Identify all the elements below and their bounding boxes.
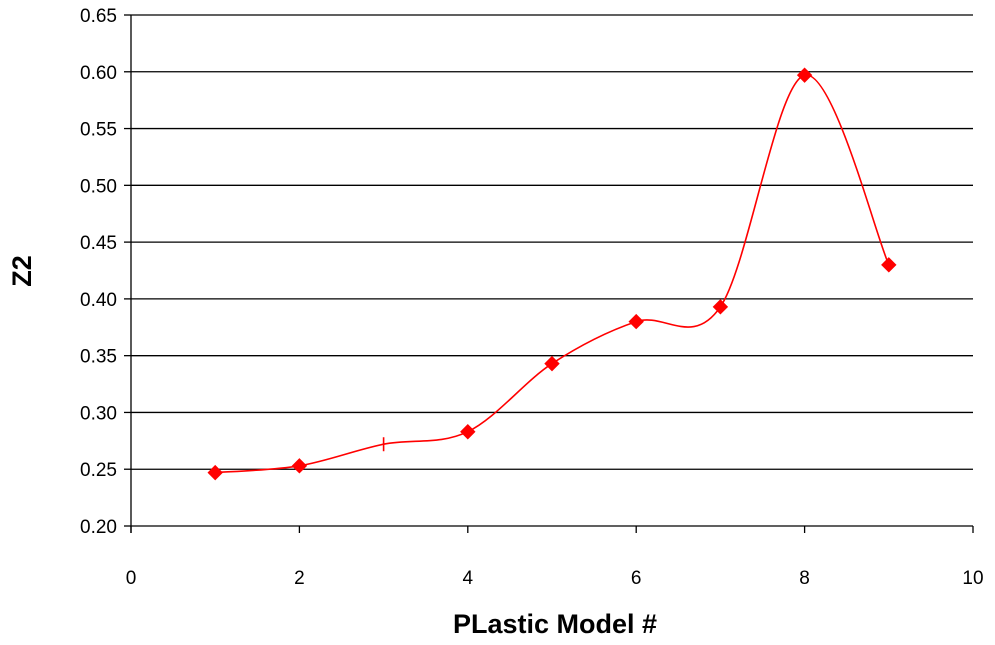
x-tick-label: 6	[631, 568, 642, 589]
y-tick-labels: 0.20 0.25 0.30 0.35 0.40 0.45 0.50 0.55 0.60 0.65	[80, 6, 117, 538]
data-point	[796, 67, 813, 83]
y-tick-label: 0.55	[80, 120, 117, 141]
y-tick-label: 0.60	[80, 63, 117, 84]
data-point	[291, 458, 308, 474]
x-tick-labels: 0 2 4 6 8 10	[126, 568, 984, 589]
data-point	[881, 257, 897, 273]
y-tick-label: 0.40	[80, 290, 117, 311]
y-axis-title: Z2	[7, 255, 37, 287]
y-tick-label: 0.25	[80, 460, 117, 481]
data-point	[628, 313, 644, 330]
y-tick-label: 0.35	[80, 347, 117, 368]
data-point	[460, 424, 476, 440]
x-tick-label: 4	[463, 568, 474, 589]
x-tick-label: 10	[962, 568, 983, 589]
data-point	[207, 464, 223, 481]
y-tick-label: 0.65	[80, 6, 117, 27]
x-tick-label: 8	[799, 568, 810, 589]
series-z2	[207, 67, 897, 481]
x-axis-title: PLastic Model #	[453, 609, 657, 639]
y-tick-label: 0.20	[80, 517, 117, 538]
axes	[124, 14, 974, 533]
grid-lines	[131, 14, 973, 470]
y-tick-label: 0.50	[80, 176, 117, 197]
y-tick-label: 0.45	[80, 233, 117, 254]
y-tick-label: 0.30	[80, 403, 117, 424]
data-point	[544, 355, 560, 372]
x-tick-label: 2	[294, 568, 305, 589]
x-tick-label: 0	[126, 568, 137, 589]
data-point	[712, 299, 729, 315]
